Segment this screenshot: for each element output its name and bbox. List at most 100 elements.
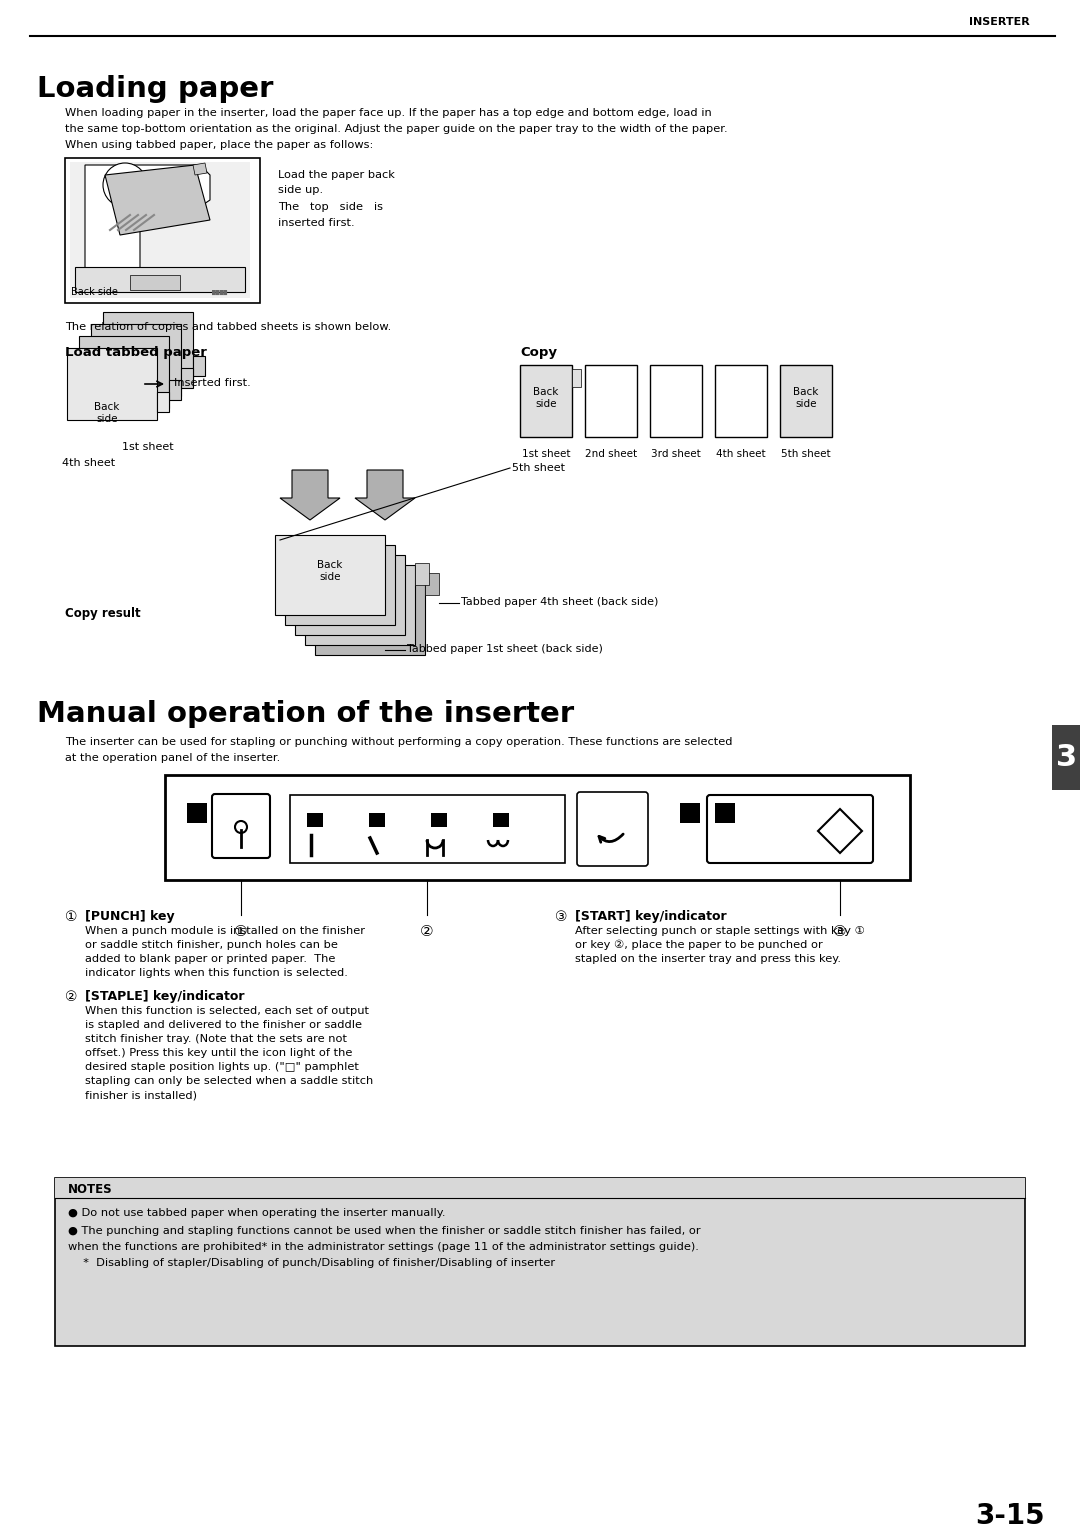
Bar xyxy=(130,275,180,290)
Text: ②: ② xyxy=(420,924,434,940)
Bar xyxy=(415,562,429,585)
Text: Back
side: Back side xyxy=(794,387,819,408)
Bar xyxy=(65,157,260,303)
Bar xyxy=(285,545,395,625)
Polygon shape xyxy=(79,336,168,408)
Text: desired staple position lights up. ("□" pamphlet: desired staple position lights up. ("□" … xyxy=(85,1062,359,1073)
Bar xyxy=(307,813,323,827)
Text: [STAPLE] key/indicator: [STAPLE] key/indicator xyxy=(85,990,244,1002)
Polygon shape xyxy=(105,165,210,235)
Polygon shape xyxy=(157,393,168,413)
Text: ████: ████ xyxy=(213,290,228,295)
Circle shape xyxy=(235,821,247,833)
Text: 3: 3 xyxy=(1056,743,1078,772)
Bar xyxy=(780,365,832,437)
Circle shape xyxy=(103,163,147,206)
Bar xyxy=(650,365,702,437)
Text: *  Disabling of stapler/Disabling of punch/Disabling of finisher/Disabling of in: * Disabling of stapler/Disabling of punc… xyxy=(76,1258,555,1268)
Text: The   top   side   is: The top side is xyxy=(278,202,383,212)
Text: Back
side: Back side xyxy=(534,387,558,408)
Bar xyxy=(315,575,426,656)
Text: Copy result: Copy result xyxy=(65,607,140,620)
Bar xyxy=(572,368,581,387)
Text: 3-15: 3-15 xyxy=(975,1502,1044,1528)
Bar xyxy=(519,365,572,437)
Text: ● Do not use tabbed paper when operating the inserter manually.: ● Do not use tabbed paper when operating… xyxy=(68,1209,446,1218)
Text: ②: ② xyxy=(65,990,78,1004)
Circle shape xyxy=(117,177,133,193)
Text: offset.) Press this key until the icon light of the: offset.) Press this key until the icon l… xyxy=(85,1048,352,1057)
Text: Tabbed paper 1st sheet (back side): Tabbed paper 1st sheet (back side) xyxy=(407,643,603,654)
Bar xyxy=(680,804,700,824)
Text: Inserted first.: Inserted first. xyxy=(174,377,251,388)
Bar xyxy=(715,804,735,824)
Polygon shape xyxy=(168,380,181,400)
Bar xyxy=(55,1178,1025,1346)
Text: 2nd sheet: 2nd sheet xyxy=(585,449,637,458)
Text: 1st sheet: 1st sheet xyxy=(522,449,570,458)
Text: [START] key/indicator: [START] key/indicator xyxy=(575,911,727,923)
Polygon shape xyxy=(85,165,210,290)
Text: stapling can only be selected when a saddle stitch: stapling can only be selected when a sad… xyxy=(85,1076,374,1086)
Bar xyxy=(715,365,767,437)
Text: The inserter can be used for stapling or punching without performing a copy oper: The inserter can be used for stapling or… xyxy=(65,736,732,747)
Bar xyxy=(291,795,565,863)
FancyBboxPatch shape xyxy=(212,795,270,859)
Text: Load the paper back: Load the paper back xyxy=(278,170,395,180)
Bar xyxy=(55,1178,1025,1198)
Text: side up.: side up. xyxy=(278,185,323,196)
FancyBboxPatch shape xyxy=(577,792,648,866)
Text: When this function is selected, each set of output: When this function is selected, each set… xyxy=(85,1005,369,1016)
Text: Back
side: Back side xyxy=(94,402,120,423)
Polygon shape xyxy=(181,368,193,388)
Text: Loading paper: Loading paper xyxy=(37,75,273,102)
Text: Back
side: Back side xyxy=(318,559,342,582)
Bar xyxy=(305,565,415,645)
FancyBboxPatch shape xyxy=(707,795,873,863)
Text: 1st sheet: 1st sheet xyxy=(122,442,174,452)
Text: [PUNCH] key: [PUNCH] key xyxy=(85,911,175,923)
Text: ③: ③ xyxy=(555,911,567,924)
Polygon shape xyxy=(193,163,207,176)
Text: ①: ① xyxy=(65,911,78,924)
Polygon shape xyxy=(67,348,157,420)
Bar xyxy=(492,813,509,827)
Polygon shape xyxy=(193,356,205,376)
Text: When a punch module is installed on the finisher: When a punch module is installed on the … xyxy=(85,926,365,937)
Bar xyxy=(1052,724,1080,790)
Text: 4th sheet: 4th sheet xyxy=(716,449,766,458)
Text: Back side: Back side xyxy=(71,287,118,296)
Text: finisher is installed): finisher is installed) xyxy=(85,1089,197,1100)
Text: The relation of copies and tabbed sheets is shown below.: The relation of copies and tabbed sheets… xyxy=(65,322,391,332)
Text: stapled on the inserter tray and press this key.: stapled on the inserter tray and press t… xyxy=(575,953,841,964)
Bar xyxy=(165,775,910,880)
Polygon shape xyxy=(70,162,249,298)
Text: ③: ③ xyxy=(833,924,847,940)
Text: 4th sheet: 4th sheet xyxy=(62,458,116,468)
Text: 5th sheet: 5th sheet xyxy=(512,463,565,474)
Text: added to blank paper or printed paper.  The: added to blank paper or printed paper. T… xyxy=(85,953,336,964)
Bar xyxy=(187,804,207,824)
Text: INSERTER: INSERTER xyxy=(969,17,1030,28)
Text: stitch finisher tray. (Note that the sets are not: stitch finisher tray. (Note that the set… xyxy=(85,1034,347,1044)
Bar xyxy=(431,813,447,827)
Polygon shape xyxy=(103,312,193,384)
Bar xyxy=(426,573,438,594)
Text: ● The punching and stapling functions cannot be used when the finisher or saddle: ● The punching and stapling functions ca… xyxy=(68,1225,701,1236)
Polygon shape xyxy=(280,471,340,520)
Polygon shape xyxy=(818,808,862,853)
Text: Tabbed paper 4th sheet (back side): Tabbed paper 4th sheet (back side) xyxy=(461,597,659,607)
Text: at the operation panel of the inserter.: at the operation panel of the inserter. xyxy=(65,753,280,762)
Polygon shape xyxy=(355,471,415,520)
Text: When using tabbed paper, place the paper as follows:: When using tabbed paper, place the paper… xyxy=(65,141,374,150)
Text: when the functions are prohibited* in the administrator settings (page 11 of the: when the functions are prohibited* in th… xyxy=(68,1242,699,1251)
Bar xyxy=(75,267,245,292)
Text: the same top-bottom orientation as the original. Adjust the paper guide on the p: the same top-bottom orientation as the o… xyxy=(65,124,728,134)
Text: 3rd sheet: 3rd sheet xyxy=(651,449,701,458)
Text: or saddle stitch finisher, punch holes can be: or saddle stitch finisher, punch holes c… xyxy=(85,940,338,950)
Text: When loading paper in the inserter, load the paper face up. If the paper has a t: When loading paper in the inserter, load… xyxy=(65,108,712,118)
Bar xyxy=(369,813,384,827)
Text: 5th sheet: 5th sheet xyxy=(781,449,831,458)
Text: Copy: Copy xyxy=(519,345,557,359)
Text: indicator lights when this function is selected.: indicator lights when this function is s… xyxy=(85,969,348,978)
